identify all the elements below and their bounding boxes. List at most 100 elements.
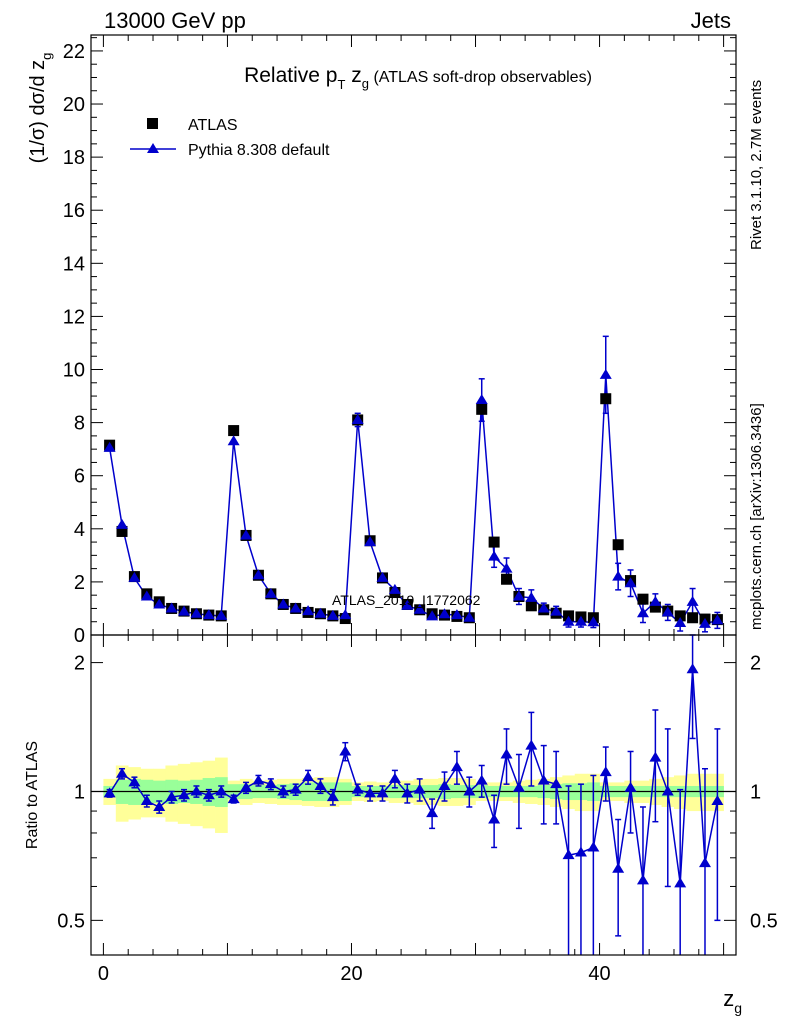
- ratio-point: [599, 766, 612, 777]
- mc-point: [512, 590, 525, 601]
- ratio-point: [116, 767, 129, 778]
- mc-point: [215, 609, 228, 620]
- main-y-tick-label: 10: [63, 360, 85, 382]
- mc-point: [500, 562, 513, 573]
- mc-point: [202, 609, 215, 620]
- mc-point: [364, 536, 377, 547]
- mc-point: [624, 577, 637, 588]
- ratio-y-tick-label-left: 1: [74, 781, 85, 803]
- ratio-point: [252, 774, 265, 785]
- mc-point: [562, 615, 575, 626]
- side-text-mcplots: mcplots.cern.ch [arXiv:1306.3436]: [748, 403, 765, 630]
- mc-point: [599, 368, 612, 379]
- mc-point: [227, 435, 240, 446]
- ratio-point: [698, 857, 711, 868]
- data-point: [649, 601, 661, 613]
- ratio-x-label-text: z: [723, 986, 734, 1011]
- ratio-point: [153, 800, 166, 811]
- mc-point: [698, 617, 711, 628]
- ratio-point: [128, 776, 141, 787]
- ratio-point: [475, 774, 488, 785]
- x-tick-label: 40: [588, 963, 610, 985]
- data-point: [687, 612, 699, 624]
- ratio-point: [612, 862, 625, 873]
- mc-point: [636, 607, 649, 618]
- mc-point: [674, 617, 687, 628]
- mc-point: [140, 590, 153, 601]
- ratio-point: [302, 771, 315, 782]
- ratio-y-axis: 0.5 0.5 1 1 2 2: [57, 653, 778, 933]
- ratio-point: [661, 785, 674, 796]
- ratio-point: [587, 841, 600, 852]
- mc-point: [463, 611, 476, 622]
- ratio-point: [240, 781, 253, 792]
- ratio-point: [426, 807, 439, 818]
- ratio-point: [289, 783, 302, 794]
- ratio-point: [190, 785, 203, 796]
- ratio-point: [550, 778, 563, 789]
- x-tick-label: 0: [98, 963, 109, 985]
- ratio-point: [326, 791, 339, 802]
- data-point: [600, 393, 612, 405]
- ratio-point: [140, 795, 153, 806]
- ratio-point: [686, 663, 699, 674]
- ratio-point: [488, 813, 501, 824]
- mc-point: [277, 598, 290, 609]
- mc-point: [190, 607, 203, 618]
- x-tick-label: 20: [340, 963, 362, 985]
- mc-point: [264, 587, 277, 598]
- mc-point: [401, 599, 414, 610]
- main-y-tick-label: 20: [63, 94, 85, 116]
- ratio-point: [227, 793, 240, 804]
- mc-point: [240, 529, 253, 540]
- mc-point: [289, 602, 302, 613]
- data-point: [525, 600, 537, 612]
- mc-point: [252, 569, 265, 580]
- main-y-label-text: (1/σ) dσ/d z: [27, 60, 49, 164]
- ratio-y-tick-label-right: 2: [750, 653, 761, 675]
- mc-point: [351, 413, 364, 424]
- ratio-point: [450, 761, 463, 772]
- main-y-tick-label: 18: [63, 147, 85, 169]
- ratio-y-label: Ratio to ATLAS: [24, 741, 41, 849]
- data-point: [501, 573, 513, 585]
- ratio-point: [500, 748, 513, 759]
- mc-point: [103, 441, 116, 452]
- ratio-y-tick-label-right: 1: [750, 781, 761, 803]
- ratio-frame: [90, 634, 737, 956]
- main-y-label-sub: g: [39, 53, 54, 60]
- mc-point: [153, 598, 166, 609]
- ratio-point: [624, 781, 637, 792]
- ratio-point: [562, 849, 575, 860]
- ratio-point: [649, 751, 662, 762]
- main-y-tick-label: 14: [63, 253, 85, 275]
- mc-point: [326, 609, 339, 620]
- main-title-pre: Relative p: [244, 64, 337, 87]
- mc-point: [525, 591, 538, 602]
- mc-point: [314, 607, 327, 618]
- main-y-tick-label: 8: [74, 413, 85, 435]
- ratio-plot-area: [91, 634, 736, 955]
- legend-data-marker: [147, 118, 158, 129]
- mc-point: [438, 608, 451, 619]
- mc-point: [302, 605, 315, 616]
- main-title: Relative pT zg (ATLAS soft-drop observab…: [244, 64, 592, 92]
- mc-point: [165, 602, 178, 613]
- mc-point: [612, 570, 625, 581]
- side-text-rivet: Rivet 3.1.10, 2.7M events: [748, 80, 765, 250]
- main-y-tick-label: 4: [74, 519, 85, 541]
- main-plot-area: [103, 335, 724, 633]
- ratio-y-tick-label-right: 0.5: [750, 910, 778, 932]
- legend-mc-marker: [147, 143, 159, 153]
- ratio-panel: 0.5 0.51 12 2 0 20 40 Ratio to ATLAS zg: [24, 35, 778, 1016]
- mc-point: [388, 583, 401, 594]
- ratio-x-label-sub: g: [734, 1000, 742, 1016]
- main-y-axis: 0 2 4 6 8 10 12 14 16 18 20 22: [63, 37, 736, 647]
- mc-point: [550, 605, 563, 616]
- ratio-x-label: zg: [723, 986, 742, 1016]
- ratio-point: [103, 787, 116, 798]
- ratio-point: [438, 779, 451, 790]
- header-left: 13000 GeV pp: [104, 8, 246, 33]
- watermark: ATLAS_2019_I1772062: [332, 592, 481, 608]
